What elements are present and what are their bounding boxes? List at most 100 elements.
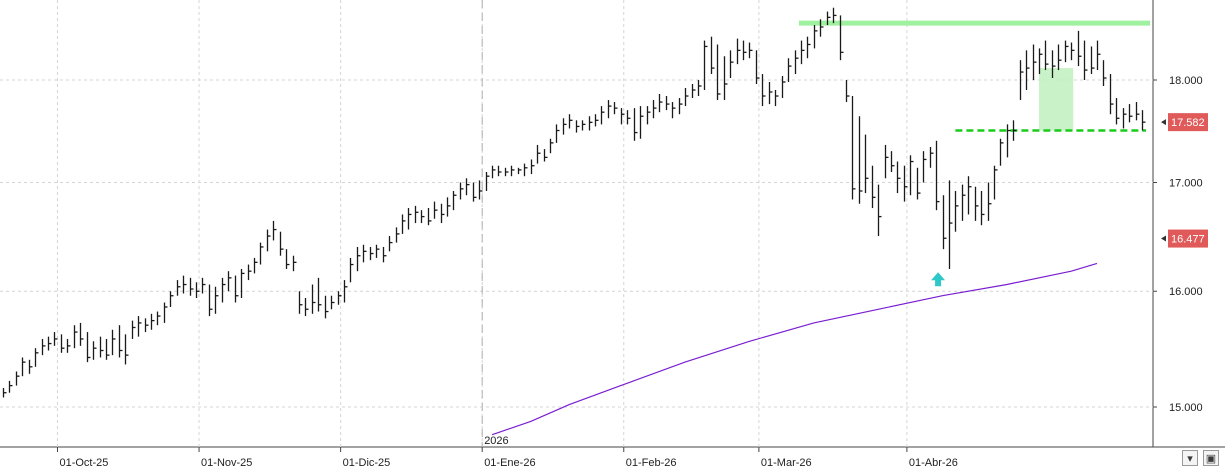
price-bar [227, 271, 232, 292]
price-bar [247, 264, 252, 281]
up-arrow-icon [931, 272, 946, 287]
price-bar [652, 100, 657, 119]
x-tick-label: 01-Ene-26 [484, 457, 535, 469]
last-price-label-bg [1168, 113, 1208, 132]
price-bar [974, 186, 979, 221]
price-bar [613, 102, 618, 115]
price-bar [562, 118, 567, 135]
price-bar [877, 184, 882, 237]
price-bar [1102, 60, 1107, 86]
price-bar [549, 138, 554, 154]
price-bar [639, 106, 644, 139]
price-bar [28, 359, 33, 374]
price-bar [163, 302, 168, 323]
price-bar [536, 144, 541, 164]
price-bar [871, 165, 876, 209]
price-bar [999, 138, 1004, 166]
price-bar [903, 165, 908, 202]
price-bar [8, 380, 13, 393]
price-bar [144, 318, 149, 333]
price-bar [452, 190, 457, 211]
price-bar [517, 167, 522, 175]
price-bar [755, 50, 760, 84]
price-bar [748, 42, 753, 59]
moving-average-label-bg [1168, 229, 1208, 248]
price-bar [1057, 44, 1062, 71]
price-bar [407, 208, 412, 230]
price-bar [1070, 42, 1075, 61]
moving-average-line [491, 262, 1098, 436]
price-bar [1051, 50, 1056, 79]
price-bar [388, 236, 393, 252]
price-bar [21, 357, 26, 377]
price-bar [691, 83, 696, 99]
y-tick-label: 15.000 [1169, 402, 1203, 414]
price-bar [137, 316, 142, 337]
price-bar [736, 38, 741, 65]
price-bar [916, 167, 921, 200]
price-bar [298, 291, 303, 314]
price-bar [330, 295, 335, 310]
price-bar [189, 277, 194, 296]
price-bar [337, 291, 342, 305]
price-bar [356, 246, 361, 272]
restore-icon[interactable]: ▣ [1203, 450, 1219, 466]
price-bar [987, 182, 992, 221]
price-bar [478, 180, 483, 200]
x-tick-label: 01-Oct-25 [59, 457, 108, 469]
price-bar [555, 124, 560, 143]
price-bar [1019, 60, 1024, 101]
price-bar [1032, 44, 1037, 80]
price-bar [259, 242, 264, 265]
price-bar [819, 19, 824, 37]
price-bar [504, 167, 509, 177]
price-bar [497, 165, 502, 177]
price-bar [182, 275, 187, 294]
price-bar [864, 134, 869, 194]
price-bar [1109, 74, 1114, 115]
price-bar [581, 120, 586, 131]
x-tick-label: 01-Nov-25 [201, 457, 252, 469]
price-bar [1077, 30, 1082, 67]
price-bar [826, 11, 831, 26]
price-bar [395, 227, 400, 243]
price-bar [884, 144, 889, 179]
price-bar [1006, 124, 1011, 158]
price-bar [1135, 102, 1140, 121]
price-bar [324, 295, 329, 319]
price-bar [510, 165, 515, 177]
y-tick-label: 16.000 [1169, 286, 1203, 298]
price-bar [73, 325, 78, 349]
x-tick-label: 01-Abr-26 [909, 457, 958, 469]
price-bar [922, 151, 927, 183]
price-bar [99, 336, 104, 358]
price-bar [909, 155, 914, 196]
price-bar [317, 277, 322, 312]
y-tick-label: 17.000 [1169, 178, 1203, 190]
price-bar [710, 36, 715, 75]
price-bar [594, 114, 599, 127]
y-tick-label: 18.000 [1169, 75, 1203, 87]
price-bar [530, 159, 535, 175]
price-bar [858, 116, 863, 204]
price-bar [794, 50, 799, 75]
price-bar [66, 338, 71, 353]
chevron-down-icon[interactable]: ▾ [1182, 450, 1198, 466]
price-bar [427, 208, 432, 226]
price-bar [349, 257, 354, 283]
price-bar [800, 40, 805, 65]
price-bar [79, 322, 84, 346]
price-bar [633, 108, 638, 141]
price-bar [1044, 40, 1049, 71]
price-bar [118, 325, 123, 358]
price-bar [1083, 40, 1088, 80]
price-bar [600, 106, 605, 125]
price-bar [729, 50, 734, 79]
price-bar [214, 286, 219, 314]
price-bar [311, 284, 316, 314]
price-bar [343, 280, 348, 303]
price-bar [362, 244, 367, 263]
price-bar [176, 280, 181, 296]
price-bar [935, 140, 940, 211]
